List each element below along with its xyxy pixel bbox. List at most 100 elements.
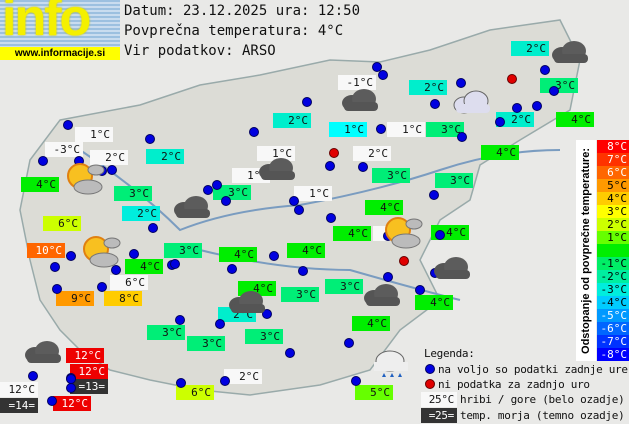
station-dot-available[interactable] xyxy=(66,383,76,393)
station-dot-available[interactable] xyxy=(145,134,155,144)
station-dot-available[interactable] xyxy=(344,338,354,348)
station-temperature-label[interactable]: 4°C xyxy=(125,259,163,274)
station-temperature-label[interactable]: 2°C xyxy=(496,112,534,127)
station-temperature-label[interactable]: -3°C xyxy=(45,142,83,157)
station-dot-available[interactable] xyxy=(285,348,295,358)
station-temperature-label[interactable]: 8°C xyxy=(104,291,142,306)
station-temperature-label[interactable]: 4°C xyxy=(352,316,390,331)
station-temperature-label[interactable]: 2°C xyxy=(273,113,311,128)
station-dot-available[interactable] xyxy=(383,272,393,282)
station-dot-available[interactable] xyxy=(326,213,336,223)
station-temperature-label[interactable]: 3°C xyxy=(114,186,152,201)
station-dot-available[interactable] xyxy=(203,185,213,195)
station-dot-available[interactable] xyxy=(107,165,117,175)
station-temperature-label[interactable]: 3°C xyxy=(372,168,410,183)
station-temperature-label[interactable]: 2°C xyxy=(122,206,160,221)
station-dot-available[interactable] xyxy=(512,103,522,113)
station-temperature-label[interactable]: 12°C xyxy=(53,396,91,411)
station-temperature-label[interactable]: 6°C xyxy=(110,275,148,290)
station-temperature-label[interactable]: =13= xyxy=(70,379,108,394)
station-dot-available[interactable] xyxy=(227,264,237,274)
station-temperature-label[interactable]: 3°C xyxy=(540,78,578,93)
station-temperature-label[interactable]: 1°C xyxy=(329,122,367,137)
station-temperature-label[interactable]: =14= xyxy=(0,398,38,413)
station-dot-available[interactable] xyxy=(129,249,139,259)
station-dot-available[interactable] xyxy=(97,282,107,292)
station-dot-available[interactable] xyxy=(38,156,48,166)
station-dot-available[interactable] xyxy=(269,251,279,261)
station-dot-available[interactable] xyxy=(298,266,308,276)
station-dot-available[interactable] xyxy=(221,196,231,206)
station-dot-available[interactable] xyxy=(289,196,299,206)
logo-url[interactable]: www.informacije.si xyxy=(0,47,120,60)
station-temperature-label[interactable]: 3°C xyxy=(426,122,464,137)
station-dot-available[interactable] xyxy=(249,127,259,137)
station-temperature-label[interactable]: 4°C xyxy=(556,112,594,127)
station-dot-available[interactable] xyxy=(28,371,38,381)
station-temperature-label[interactable]: 5°C xyxy=(355,385,393,400)
station-dot-available[interactable] xyxy=(495,117,505,127)
station-temperature-label[interactable]: 4°C xyxy=(287,243,325,258)
station-dot-available[interactable] xyxy=(325,161,335,171)
station-dot-available[interactable] xyxy=(351,376,361,386)
station-dot-available[interactable] xyxy=(148,223,158,233)
station-dot-available[interactable] xyxy=(358,162,368,172)
logo[interactable]: info www.informacije.si xyxy=(0,0,120,60)
station-temperature-label[interactable]: 4°C xyxy=(219,247,257,262)
station-dot-available[interactable] xyxy=(376,124,386,134)
station-temperature-label[interactable]: 3°C xyxy=(147,325,185,340)
station-temperature-label[interactable]: 3°C xyxy=(187,336,225,351)
station-temperature-label[interactable]: 3°C xyxy=(435,173,473,188)
station-temperature-label[interactable]: 12°C xyxy=(0,382,38,397)
station-temperature-label[interactable]: 2°C xyxy=(353,146,391,161)
station-temperature-label[interactable]: 2°C xyxy=(224,369,262,384)
station-dot-available[interactable] xyxy=(262,309,272,319)
station-temperature-label[interactable]: -1°C xyxy=(338,75,376,90)
station-temperature-label[interactable]: 4°C xyxy=(415,295,453,310)
station-dot-available[interactable] xyxy=(47,396,57,406)
station-dot-missing[interactable] xyxy=(507,74,517,84)
station-dot-available[interactable] xyxy=(170,259,180,269)
station-temperature-label[interactable]: 9°C xyxy=(56,291,94,306)
station-temperature-label[interactable]: 1°C xyxy=(294,186,332,201)
station-temperature-label[interactable]: 1°C xyxy=(75,127,113,142)
station-dot-available[interactable] xyxy=(111,265,121,275)
station-dot-available[interactable] xyxy=(66,251,76,261)
station-dot-available[interactable] xyxy=(175,315,185,325)
station-dot-available[interactable] xyxy=(63,120,73,130)
station-temperature-label[interactable]: 2°C xyxy=(511,41,549,56)
station-temperature-label[interactable]: 10°C xyxy=(27,243,65,258)
station-temperature-label[interactable]: 4°C xyxy=(365,200,403,215)
station-dot-available[interactable] xyxy=(378,70,388,80)
station-dot-available[interactable] xyxy=(220,376,230,386)
station-temperature-label[interactable]: 2°C xyxy=(90,150,128,165)
station-dot-missing[interactable] xyxy=(329,148,339,158)
station-temperature-label[interactable]: 1°C xyxy=(257,146,295,161)
station-dot-available[interactable] xyxy=(52,284,62,294)
station-dot-available[interactable] xyxy=(176,378,186,388)
station-dot-available[interactable] xyxy=(294,205,304,215)
station-temperature-label[interactable]: 4°C xyxy=(21,177,59,192)
station-dot-available[interactable] xyxy=(215,319,225,329)
station-dot-available[interactable] xyxy=(540,65,550,75)
station-temperature-label[interactable]: 6°C xyxy=(43,216,81,231)
station-temperature-label[interactable]: 6°C xyxy=(176,385,214,400)
station-dot-available[interactable] xyxy=(549,86,559,96)
station-temperature-label[interactable]: 4°C xyxy=(481,145,519,160)
station-dot-missing[interactable] xyxy=(399,256,409,266)
station-dot-available[interactable] xyxy=(430,99,440,109)
station-temperature-label[interactable]: 12°C xyxy=(66,348,104,363)
station-temperature-label[interactable]: 4°C xyxy=(333,226,371,241)
station-dot-available[interactable] xyxy=(435,230,445,240)
station-dot-available[interactable] xyxy=(532,101,542,111)
station-dot-available[interactable] xyxy=(212,180,222,190)
station-temperature-label[interactable]: 3°C xyxy=(281,287,319,302)
station-dot-available[interactable] xyxy=(372,62,382,72)
station-temperature-label[interactable]: 3°C xyxy=(245,329,283,344)
station-dot-available[interactable] xyxy=(456,78,466,88)
station-dot-available[interactable] xyxy=(302,97,312,107)
station-temperature-label[interactable]: 1°C xyxy=(387,122,425,137)
station-dot-available[interactable] xyxy=(429,190,439,200)
station-temperature-label[interactable]: 12°C xyxy=(70,364,108,379)
station-dot-available[interactable] xyxy=(457,132,467,142)
